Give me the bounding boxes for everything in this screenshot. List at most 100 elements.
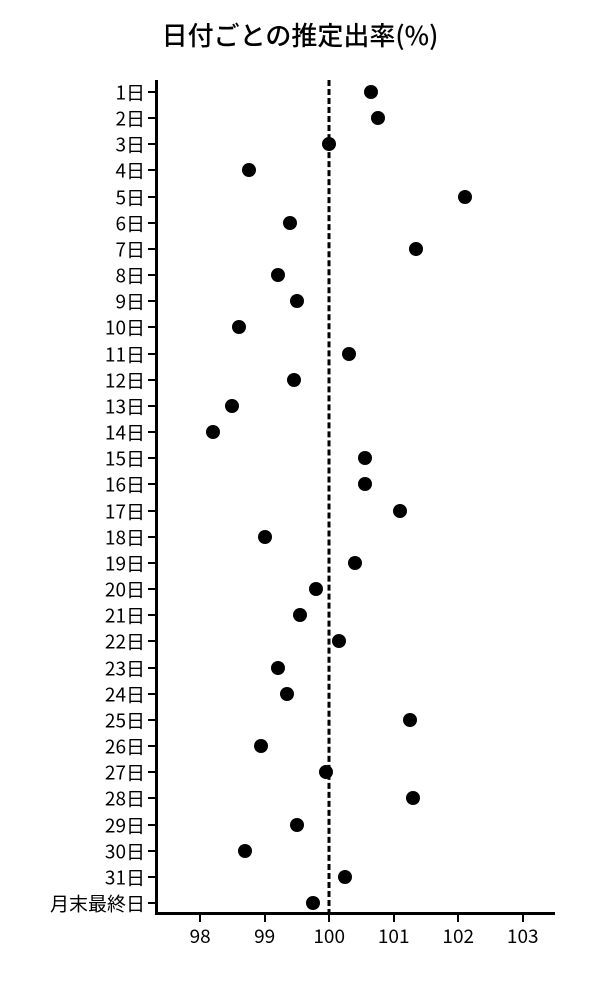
y-tick-label: 23日 [105,654,145,681]
data-point [283,216,297,230]
data-point [271,268,285,282]
y-tick-label: 9日 [115,288,145,315]
x-tick-label: 103 [507,922,539,949]
data-point [338,870,352,884]
y-tick-label: 13日 [105,392,145,419]
x-tick [393,915,395,922]
y-tick [148,248,155,250]
y-tick [148,824,155,826]
data-point [358,477,372,491]
data-point [393,504,407,518]
y-tick-label: 10日 [105,314,145,341]
data-point [309,582,323,596]
data-point [290,818,304,832]
y-tick [148,640,155,642]
y-tick-label: 19日 [105,549,145,576]
y-tick-label: 26日 [105,733,145,760]
y-tick-label: 11日 [105,340,145,367]
x-tick [522,915,524,922]
plot-area: 1日2日3日4日5日6日7日8日9日10日11日12日13日14日15日16日1… [155,80,555,915]
chart-title: 日付ごとの推定出率(%) [0,16,600,53]
y-tick [148,222,155,224]
data-point [458,190,472,204]
y-tick [148,588,155,590]
y-tick [148,771,155,773]
x-tick-label: 98 [190,922,211,949]
y-tick-label: 30日 [105,837,145,864]
y-tick [148,405,155,407]
data-point [254,739,268,753]
y-tick-label: 4日 [115,157,145,184]
y-tick [148,483,155,485]
data-point [258,530,272,544]
y-tick-label: 29日 [105,811,145,838]
y-tick-label: 1日 [115,79,145,106]
data-point [293,608,307,622]
y-tick [148,169,155,171]
y-tick-label: 3日 [115,131,145,158]
x-tick [199,915,201,922]
x-tick-label: 100 [313,922,345,949]
y-tick-label: 8日 [115,262,145,289]
x-tick-label: 101 [378,922,410,949]
data-point [322,137,336,151]
data-point [290,294,304,308]
y-tick-label: 17日 [105,497,145,524]
x-tick [264,915,266,922]
data-point [342,347,356,361]
data-point [306,896,320,910]
y-tick-label: 25日 [105,706,145,733]
y-tick [148,143,155,145]
y-tick [148,745,155,747]
y-tick-label: 24日 [105,680,145,707]
y-tick [148,91,155,93]
y-axis [155,80,158,915]
y-tick-label: 27日 [105,759,145,786]
y-tick [148,196,155,198]
data-point [287,373,301,387]
y-tick [148,300,155,302]
y-tick [148,379,155,381]
x-tick [457,915,459,922]
y-tick [148,326,155,328]
data-point [406,791,420,805]
data-point [403,713,417,727]
y-tick-label: 31日 [105,863,145,890]
y-tick [148,274,155,276]
data-point [409,242,423,256]
data-point [238,844,252,858]
data-point [319,765,333,779]
data-point [225,399,239,413]
x-tick-label: 99 [254,922,275,949]
y-tick-label: 21日 [105,602,145,629]
y-tick [148,719,155,721]
y-tick [148,510,155,512]
data-point [364,85,378,99]
y-tick-label: 15日 [105,445,145,472]
y-tick-label: 2日 [115,105,145,132]
y-tick [148,353,155,355]
data-point [371,111,385,125]
y-tick-label: 18日 [105,523,145,550]
data-point [348,556,362,570]
y-tick-label: 14日 [105,419,145,446]
y-tick [148,850,155,852]
y-tick-label: 28日 [105,785,145,812]
y-tick-label: 7日 [115,235,145,262]
y-tick [148,614,155,616]
y-tick [148,797,155,799]
y-tick [148,693,155,695]
data-point [358,451,372,465]
data-point [206,425,220,439]
y-tick-label: 20日 [105,576,145,603]
y-tick [148,902,155,904]
data-point [232,320,246,334]
y-tick [148,876,155,878]
y-tick-label: 6日 [115,209,145,236]
y-tick-label: 月末最終日 [50,890,145,917]
data-point [271,661,285,675]
y-tick [148,457,155,459]
y-tick [148,117,155,119]
x-tick-label: 102 [442,922,474,949]
x-tick [328,915,330,922]
